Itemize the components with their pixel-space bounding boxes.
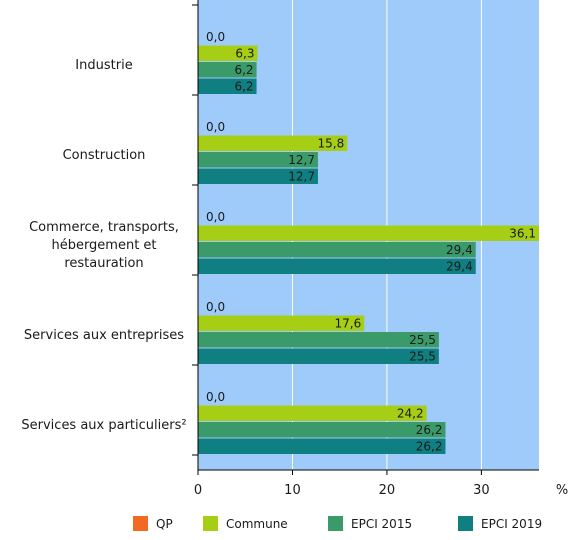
value-label: 29,4 [446,243,473,257]
bar-epci-2015-4 [198,422,446,438]
legend-label: Commune [226,517,288,531]
bar-epci-2019-3 [198,348,439,364]
value-label: 26,2 [416,423,443,437]
value-label: 12,7 [288,153,315,167]
x-tick-label: 10 [284,483,301,498]
bar-epci-2019-2 [198,258,476,274]
value-label: 15,8 [318,137,345,151]
y-axis: Industrie Construction Commerce, transport… [21,0,199,470]
bar-commune-0 [198,45,258,61]
legend-label: QP [156,517,173,531]
value-label: 6,3 [235,47,254,61]
value-label: 29,4 [446,260,473,274]
legend: QP Commune EPCI 2015 EPCI 2019 [133,516,542,531]
x-axis: 0 10 20 30% [194,469,568,498]
legend-swatch-2 [328,516,343,531]
value-label: 24,2 [397,407,424,421]
value-label: 26,2 [416,440,443,454]
bar-epci-2019-0 [198,78,257,94]
bar-commune-4 [198,405,427,421]
legend-label: EPCI 2015 [351,517,412,531]
value-label: 25,5 [409,333,436,347]
value-label: 0,0 [206,30,225,44]
bars: 0,06,36,26,20,015,812,712,70,036,129,429… [198,30,539,454]
category-label: Industrie [75,58,132,73]
value-label: 36,1 [509,227,536,241]
legend-swatch-1 [203,516,218,531]
category-label: Services aux particuliers² [21,418,186,433]
category-label: Commerce, transports, [29,220,179,235]
value-label: 0,0 [206,390,225,404]
category-label: hébergement et [51,238,156,253]
bar-commune-3 [198,315,365,331]
x-tick-label: 0 [194,483,202,498]
value-label: 6,2 [234,80,253,94]
bar-epci-2015-0 [198,62,257,78]
bar-epci-2019-4 [198,438,446,454]
bar-epci-2019-1 [198,168,318,184]
value-label: 17,6 [335,317,362,331]
x-tick-label: 30 [473,483,490,498]
bar-commune-2 [198,225,539,241]
x-tick-label: 20 [379,483,396,498]
category-label: restauration [64,256,143,271]
value-label: 12,7 [288,170,315,184]
value-label: 0,0 [206,120,225,134]
category-label: Services aux entreprises [24,328,184,343]
value-label: 0,0 [206,300,225,314]
legend-swatch-3 [458,516,473,531]
value-label: 6,2 [234,63,253,77]
bar-epci-2015-1 [198,152,318,168]
legend-label: EPCI 2019 [481,517,542,531]
value-label: 25,5 [409,350,436,364]
category-label: Construction [63,148,146,163]
bar-epci-2015-3 [198,332,439,348]
bar-epci-2015-2 [198,242,476,258]
value-label: 0,0 [206,210,225,224]
x-axis-unit: % [556,483,568,498]
legend-swatch-0 [133,516,148,531]
bar-commune-1 [198,135,348,151]
